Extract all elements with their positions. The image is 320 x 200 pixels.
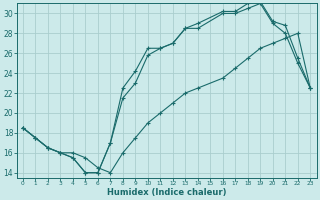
X-axis label: Humidex (Indice chaleur): Humidex (Indice chaleur) [107,188,226,197]
